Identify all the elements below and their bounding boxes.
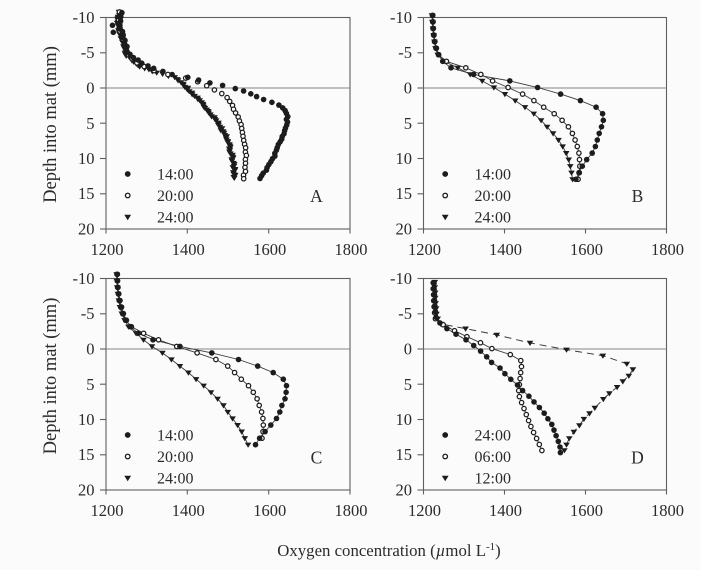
svg-text:1600: 1600 [253,501,286,520]
svg-text:-10: -10 [73,269,95,288]
svg-text:20: 20 [78,220,95,239]
svg-text:10: 10 [396,149,413,168]
svg-text:0: 0 [86,79,94,98]
svg-text:24:00: 24:00 [475,210,511,227]
svg-text:-5: -5 [398,304,412,323]
svg-text:1400: 1400 [489,240,522,259]
svg-text:0: 0 [404,340,412,359]
svg-text:15: 15 [78,184,95,203]
svg-text:D: D [631,448,644,468]
svg-text:-5: -5 [81,43,95,62]
svg-text:Oxygen concentration (µmol L-1: Oxygen concentration (µmol L-1) [277,541,500,560]
svg-text:1400: 1400 [172,501,205,520]
svg-text:24:00: 24:00 [475,428,511,445]
svg-text:24:00: 24:00 [157,210,193,227]
svg-text:10: 10 [78,149,95,168]
svg-text:1200: 1200 [91,240,124,259]
svg-text:1800: 1800 [651,240,684,259]
svg-text:A: A [310,186,323,206]
svg-text:14:00: 14:00 [475,167,511,184]
svg-text:1800: 1800 [335,240,368,259]
svg-text:1800: 1800 [335,501,368,520]
svg-text:10: 10 [78,410,95,429]
svg-text:Depth into mat (mm): Depth into mat (mm) [41,298,61,455]
svg-text:1600: 1600 [253,240,286,259]
svg-text:0: 0 [404,79,412,98]
svg-text:1600: 1600 [570,240,603,259]
svg-text:20: 20 [396,481,413,500]
svg-text:20:00: 20:00 [157,449,193,466]
svg-text:C: C [311,448,323,468]
svg-text:14:00: 14:00 [157,428,193,445]
svg-text:0: 0 [86,340,94,359]
svg-text:5: 5 [86,114,94,133]
svg-text:12:00: 12:00 [475,471,511,488]
svg-text:1800: 1800 [651,501,684,520]
svg-text:-10: -10 [390,269,412,288]
svg-text:-10: -10 [390,8,412,27]
svg-text:24:00: 24:00 [157,471,193,488]
svg-text:20: 20 [396,220,413,239]
svg-text:-5: -5 [398,43,412,62]
svg-text:15: 15 [396,445,413,464]
svg-text:14:00: 14:00 [157,167,193,184]
svg-text:B: B [632,186,644,206]
svg-text:5: 5 [86,375,94,394]
svg-text:5: 5 [404,114,412,133]
svg-text:20:00: 20:00 [475,188,511,205]
svg-text:-5: -5 [81,304,95,323]
svg-text:06:00: 06:00 [475,449,511,466]
svg-text:20: 20 [78,481,95,500]
svg-text:15: 15 [78,445,95,464]
svg-text:5: 5 [404,375,412,394]
svg-text:Depth into mat (mm): Depth into mat (mm) [41,46,61,203]
svg-text:15: 15 [396,184,413,203]
svg-text:1400: 1400 [489,501,522,520]
svg-text:1600: 1600 [570,501,603,520]
svg-text:20:00: 20:00 [157,188,193,205]
svg-text:1200: 1200 [408,240,441,259]
svg-text:1400: 1400 [172,240,205,259]
svg-text:1200: 1200 [91,501,124,520]
svg-text:1200: 1200 [408,501,441,520]
svg-text:10: 10 [396,410,413,429]
svg-text:-10: -10 [73,8,95,27]
